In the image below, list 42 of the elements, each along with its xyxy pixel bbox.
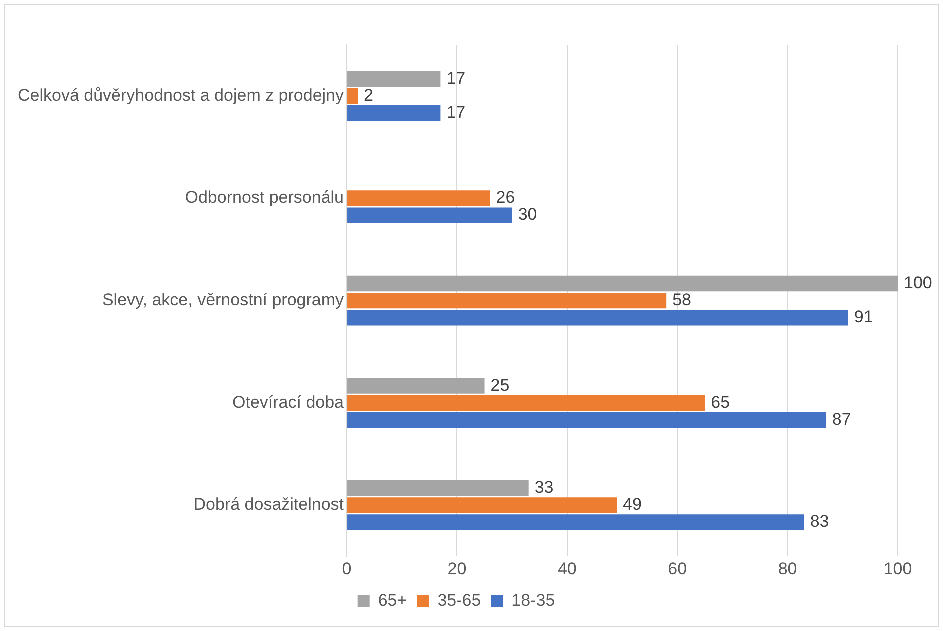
bar — [348, 378, 485, 394]
bar — [348, 292, 667, 309]
legend-label: 18-35 — [512, 591, 556, 610]
y-tick-label: Slevy, akce, věrnostní programy — [102, 290, 345, 310]
y-tick-label: Otevírací doba — [232, 392, 345, 412]
data-label: 26 — [496, 188, 516, 208]
x-tick-label: 80 — [778, 559, 798, 578]
data-label: 87 — [832, 410, 852, 429]
data-label: 58 — [672, 290, 692, 310]
data-label: 2 — [364, 86, 374, 105]
bar — [348, 395, 706, 411]
legend-label: 65+ — [378, 591, 408, 610]
bar — [348, 480, 529, 496]
bar — [348, 190, 490, 206]
data-label: 100 — [904, 273, 932, 292]
data-label: 25 — [490, 376, 510, 395]
bar — [348, 412, 826, 428]
y-tick-label: Odbornost personálu — [185, 188, 344, 208]
bar — [348, 514, 804, 530]
x-tick-label: 60 — [668, 559, 688, 578]
y-tick-label: Celková důvěryhodnost a dojem z prodejny — [18, 86, 345, 105]
bar — [348, 208, 512, 224]
x-tick-label: 100 — [884, 559, 912, 578]
data-label: 49 — [623, 495, 642, 514]
data-label: 91 — [854, 308, 874, 327]
data-label: 30 — [518, 205, 538, 224]
bar — [348, 105, 441, 122]
data-label: 65 — [711, 392, 730, 412]
bar — [348, 276, 898, 292]
bar — [348, 498, 617, 514]
data-label: 83 — [810, 512, 830, 532]
y-tick-label: Dobrá dosažitelnost — [194, 495, 344, 514]
x-tick-label: 20 — [448, 559, 467, 578]
legend-label: 35-65 — [438, 591, 482, 610]
bar — [348, 310, 848, 326]
x-tick-label: 40 — [558, 559, 577, 578]
bar — [348, 71, 441, 87]
data-label: 17 — [446, 68, 466, 88]
data-label: 17 — [446, 102, 466, 122]
data-label: 33 — [534, 478, 554, 498]
x-tick-label: 0 — [342, 559, 352, 578]
bar — [348, 88, 358, 104]
